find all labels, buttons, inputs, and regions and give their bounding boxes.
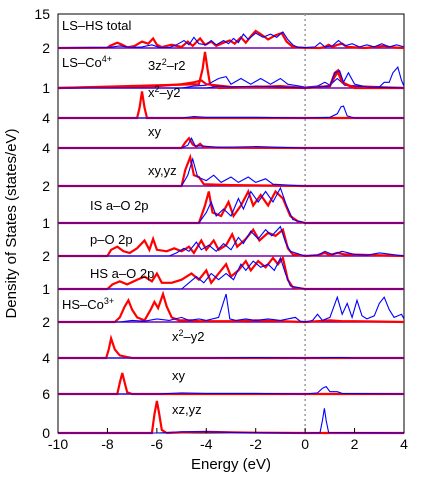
panel-label: xy bbox=[148, 124, 162, 139]
y-tick-label: 1 bbox=[42, 80, 50, 96]
x-tick-label: -4 bbox=[200, 436, 213, 452]
y-axis-label: Density of States (states/eV) bbox=[3, 128, 20, 318]
y-tick-label: 2 bbox=[42, 178, 50, 194]
y-tick-label: 2 bbox=[42, 40, 50, 56]
y-tick-label: 6 bbox=[42, 386, 50, 402]
series-line-panel12-red bbox=[58, 401, 404, 433]
y-tick-label: 4 bbox=[42, 140, 50, 156]
panel-label: x2–y2 bbox=[148, 84, 180, 100]
series-line-panel4-blue bbox=[58, 138, 404, 148]
y-tick-label: 1 bbox=[42, 281, 50, 297]
series-line-panel10-red bbox=[58, 338, 404, 358]
x-tick-label: -2 bbox=[249, 436, 262, 452]
series-line-panel5-blue bbox=[58, 159, 404, 186]
series-line-panel11-red bbox=[58, 373, 404, 394]
x-tick-label: -8 bbox=[101, 436, 114, 452]
panel-label: xy bbox=[172, 368, 186, 383]
x-tick-label: 0 bbox=[301, 436, 309, 452]
x-tick-label: -6 bbox=[151, 436, 164, 452]
series-line-panel1-blue bbox=[58, 67, 404, 88]
panel-label: IS a–O 2p bbox=[90, 198, 149, 213]
y-tick-label: 2 bbox=[42, 248, 50, 264]
x-axis-label: Energy (eV) bbox=[191, 456, 271, 473]
x-tick-label: -10 bbox=[48, 436, 68, 452]
series-line-panel11-blue bbox=[58, 387, 404, 394]
series-line-panel12-blue bbox=[58, 408, 404, 433]
series-line-panel5-red bbox=[58, 157, 404, 186]
panel-label: LS–HS total bbox=[62, 18, 131, 33]
x-tick-label: 4 bbox=[400, 436, 408, 452]
y-tick-label: 15 bbox=[34, 6, 50, 22]
panel-label: p–O 2p bbox=[90, 232, 133, 247]
panel-label: xz,yz bbox=[172, 402, 202, 417]
series-line-panel3-blue bbox=[58, 106, 404, 118]
panel-label: HS–Co3+ bbox=[62, 296, 114, 312]
x-tick-label: 2 bbox=[351, 436, 359, 452]
y-tick-label: 1 bbox=[42, 215, 50, 231]
series-line-panel3-red bbox=[58, 91, 404, 118]
panel-label: xy,yz bbox=[148, 163, 177, 178]
panel-label: x2–y2 bbox=[172, 328, 204, 344]
y-tick-label: 4 bbox=[42, 110, 50, 126]
panel-label: LS–Co4+ bbox=[62, 54, 112, 70]
panel-label: HS a–O 2p bbox=[90, 266, 154, 281]
y-tick-label: 2 bbox=[42, 314, 50, 330]
panel-label: 3z2–r2 bbox=[148, 57, 186, 73]
y-tick-label: 4 bbox=[42, 350, 50, 366]
series-line-panel0-red bbox=[58, 31, 404, 48]
